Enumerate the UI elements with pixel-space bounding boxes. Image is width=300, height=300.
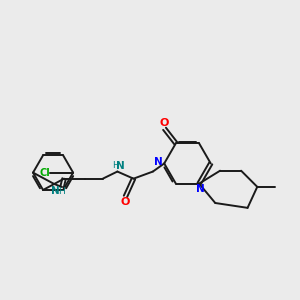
Text: N: N [154,157,163,167]
Text: N: N [51,186,60,196]
Text: O: O [160,118,169,128]
Text: N: N [116,161,125,171]
Text: O: O [121,197,130,207]
Text: H: H [112,161,118,170]
Text: Cl: Cl [39,168,50,178]
Text: H: H [58,187,64,196]
Text: N: N [196,184,205,194]
